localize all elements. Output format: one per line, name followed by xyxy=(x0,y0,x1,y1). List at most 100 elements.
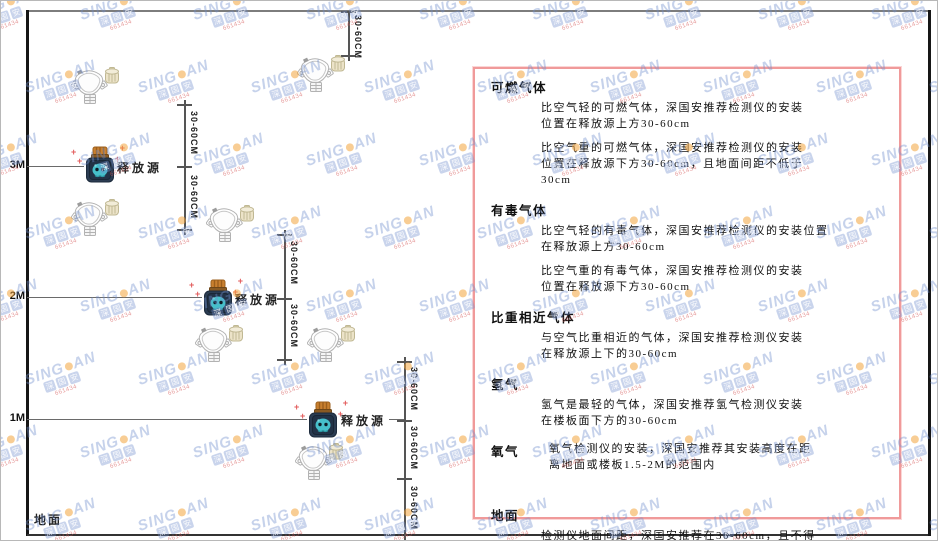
section-heading: 有毒气体 xyxy=(491,204,548,218)
leader-line-1m-right xyxy=(389,419,404,420)
watermark-seal: 深国安 xyxy=(268,224,308,248)
watermark-code: 661434 xyxy=(900,456,925,471)
brand-dot-icon xyxy=(457,288,468,299)
watermark-seal: 深国安 xyxy=(155,78,195,102)
release-source-label: 释放源 xyxy=(235,293,281,307)
brand-dot-icon xyxy=(457,142,468,153)
watermark-code: 661434 xyxy=(900,164,925,179)
brand-dot-icon xyxy=(176,507,187,518)
spark-icon: + xyxy=(119,143,125,153)
brand-dot-icon xyxy=(909,1,920,7)
brand-dot-icon xyxy=(570,1,581,7)
section-similar-density-gas: 比重相近气体 与空气比重相近的气体，深国安推荐检测仪安装 在释放源上下的30-6… xyxy=(483,307,887,362)
gas-detector-icon xyxy=(296,53,347,93)
height-label-1m: 1M xyxy=(9,412,25,424)
watermark-code: 661434 xyxy=(167,383,192,398)
brand-dot-icon xyxy=(231,1,242,7)
section-heading: 比重相近气体 xyxy=(491,311,576,325)
spark-icon: + xyxy=(77,156,83,166)
watermark-code: 661434 xyxy=(109,18,134,33)
section-ground: 地面 检测仪地面间距，深国安推荐在30-60cm，且不得 小于30cm，因为过低… xyxy=(483,505,887,541)
watermark-seal: 深国安 xyxy=(97,5,137,29)
watermark-seal: 深国安 xyxy=(436,5,476,29)
section-paragraph: 氧气检测仪的安装，深国安推荐其安装高度在距 离地面或楼板1.5-2M的范围内 xyxy=(549,443,812,471)
gas-detector-icon xyxy=(306,323,357,363)
watermark-code: 661434 xyxy=(448,18,473,33)
brand-dot-icon xyxy=(5,1,16,7)
gas-detector-icon xyxy=(194,323,245,363)
watermark-seal: 深国安 xyxy=(323,5,363,29)
brand-dot-icon xyxy=(5,142,16,153)
section-paragraph: 检测仪地面间距，深国安推荐在30-60cm，且不得 小于30cm，因为过低容易水… xyxy=(541,530,816,541)
watermark-seal: 深国安 xyxy=(42,370,82,394)
brand-dot-icon xyxy=(176,69,187,80)
brand-dot-icon xyxy=(683,1,694,7)
brand-dot-icon xyxy=(118,434,129,445)
watermark-seal: 深国安 xyxy=(323,151,363,175)
detector-svg xyxy=(306,325,355,362)
watermark-code: 661434 xyxy=(787,18,812,33)
detector-svg xyxy=(70,67,119,104)
dimension-line-ceiling xyxy=(341,11,356,61)
dim-label: 30-60CM xyxy=(409,426,419,471)
gas-detector-icon xyxy=(294,441,345,481)
section-heading: 可燃气体 xyxy=(491,81,548,95)
section-paragraph: 比空气轻的可燃气体，深国安推荐检测仪的安装 位置在释放源上方30-60cm xyxy=(541,102,804,130)
watermark-seal: 深国安 xyxy=(97,297,137,321)
watermark-code: 661434 xyxy=(393,91,418,106)
gas-detector-icon xyxy=(70,197,121,237)
ceiling-line xyxy=(27,10,931,12)
section-heading: 氧气 xyxy=(491,445,520,459)
watermark-seal: 深国安 xyxy=(775,5,815,29)
section-heading: 氢气 xyxy=(491,378,520,392)
detector-svg xyxy=(205,205,254,242)
installation-guide-panel: 可燃气体 比空气轻的可燃气体，深国安推荐检测仪的安装 位置在释放源上方30-60… xyxy=(473,67,901,540)
watermark-code: 661434 xyxy=(900,310,925,325)
release-source-icon: + + + + xyxy=(294,399,348,439)
dim-label: 30-60CM xyxy=(409,367,419,412)
brand-dot-icon xyxy=(289,507,300,518)
section-paragraph: 与空气比重相近的气体，深国安推荐检测仪安装 在释放源上下的30-60cm xyxy=(541,332,804,360)
dim-label: 30-60CM xyxy=(409,486,419,531)
detector-svg xyxy=(294,443,343,480)
brand-dot-icon xyxy=(402,215,413,226)
wall-line xyxy=(26,10,29,536)
brand-dot-icon xyxy=(176,361,187,372)
source-svg xyxy=(86,146,114,183)
spark-icon: + xyxy=(342,398,348,408)
dimension-line-1m xyxy=(397,357,412,540)
watermark-seal: 深国安 xyxy=(549,5,589,29)
watermark-code: 661434 xyxy=(167,91,192,106)
section-oxygen: 氧气 氧气检测仪的安装，深国安推荐其安装高度在距 离地面或楼板1.5-2M的范围… xyxy=(483,441,887,481)
spark-icon: + xyxy=(237,276,243,286)
watermark-seal: 深国安 xyxy=(1,1,77,28)
section-paragraph: 氢气是最轻的气体，深国安推荐氢气检测仪安装 在楼板面下方的30-60cm xyxy=(541,399,804,427)
watermark-seal: 深国安 xyxy=(381,516,421,540)
watermark-seal: 深国安 xyxy=(97,443,137,467)
dim-label: 30-60CM xyxy=(189,111,199,156)
section-toxic-gas: 有毒气体 比空气轻的有毒气体，深国安推荐检测仪的安装位置 在释放源上方30-60… xyxy=(483,200,887,295)
dim-label: 30-60CM xyxy=(353,15,363,60)
brand-dot-icon xyxy=(344,142,355,153)
watermark-code: 661434 xyxy=(674,18,699,33)
section-paragraph: 比空气重的有毒气体，深国安推荐检测仪的安装 位置在释放源下方30-60cm xyxy=(541,265,804,293)
